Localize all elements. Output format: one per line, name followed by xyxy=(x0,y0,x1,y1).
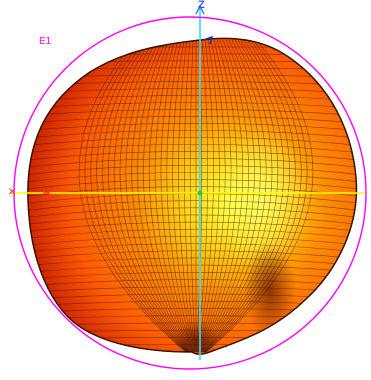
mesh-longitude-line xyxy=(166,39,194,353)
mesh-longitude-line xyxy=(203,39,284,353)
mesh-latitude-line xyxy=(27,279,357,287)
mesh-longitude-line xyxy=(200,39,249,353)
mesh-latitude-line xyxy=(27,264,357,274)
z-axis-arrow-icon xyxy=(195,4,205,15)
mesh-latitude-line xyxy=(27,250,357,260)
mesh-longitude-line xyxy=(84,39,187,353)
mesh-longitude-line xyxy=(143,39,192,353)
mesh-longitude-line xyxy=(204,39,296,353)
mesh-longitude-line xyxy=(137,39,192,353)
mesh-longitude-line xyxy=(113,39,190,353)
x-axis-marker: × xyxy=(8,183,17,199)
mesh-latitude-line xyxy=(27,243,357,253)
mesh-latitude-line xyxy=(27,257,357,267)
mesh-latitude-line xyxy=(27,179,357,191)
axis-lines xyxy=(10,4,365,360)
mesh-longitude-line xyxy=(205,39,314,353)
mesh-latitude-line xyxy=(27,186,357,198)
mesh-latitude-line xyxy=(27,129,357,139)
mesh-longitude-line xyxy=(198,39,232,353)
mesh-longitude-line xyxy=(198,39,226,353)
mesh-longitude-line xyxy=(108,39,189,353)
mesh-longitude-line xyxy=(203,39,290,353)
mesh-latitude-line xyxy=(27,116,357,124)
mesh-latitude-line xyxy=(27,122,357,132)
mesh-latitude-line xyxy=(27,95,357,102)
mesh-longitude-line xyxy=(119,39,190,353)
mesh-longitude-line xyxy=(154,39,193,353)
mesh-longitude-line xyxy=(204,39,302,353)
mesh-latitude-line xyxy=(27,207,357,219)
mesh-latitude-line xyxy=(27,236,357,247)
mesh-latitude-line xyxy=(27,165,357,176)
mesh-longitude-line xyxy=(184,39,196,353)
mesh-latitude-line xyxy=(27,200,357,212)
mesh-longitude-line xyxy=(189,39,196,353)
mesh-latitude-line xyxy=(27,150,357,162)
mesh-latitude-line xyxy=(27,214,357,226)
plane-label: E1 xyxy=(39,36,52,47)
z-axis-label: Z xyxy=(198,0,205,11)
mesh-longitude-line xyxy=(201,39,261,353)
mesh-latitude-line xyxy=(27,143,357,154)
mesh-latitude-line xyxy=(27,172,357,183)
mesh-longitude-line xyxy=(201,39,267,353)
mesh-longitude-line xyxy=(172,39,195,353)
reference-circle xyxy=(13,16,367,370)
mesh-longitude-line xyxy=(96,39,188,353)
mesh-longitude-line xyxy=(205,39,308,353)
mesh-latitude-line xyxy=(27,102,357,109)
mesh-longitude-line xyxy=(197,39,214,353)
x-axis-tick xyxy=(43,188,50,198)
mesh-longitude-line xyxy=(197,39,220,353)
mesh-longitude-line xyxy=(199,39,244,353)
mesh-longitude-line xyxy=(90,39,188,353)
mesh-longitude-line xyxy=(148,39,193,353)
mesh-longitude-line xyxy=(160,39,194,353)
mesh-latitude-line xyxy=(27,136,357,147)
mesh-longitude-line xyxy=(178,39,195,353)
mesh-longitude-line xyxy=(200,39,255,353)
origin-marker xyxy=(197,190,203,196)
mesh-latitude-line xyxy=(27,228,357,240)
mesh-longitude-line xyxy=(125,39,191,353)
mesh-longitude-line xyxy=(131,39,191,353)
mesh-latitude-line xyxy=(27,158,357,169)
mesh-longitude-line xyxy=(199,39,238,353)
lobe-surface xyxy=(27,37,358,355)
phi-arrow-icon xyxy=(202,35,214,45)
mesh-latitude-line xyxy=(27,221,357,233)
mesh-longitude-line xyxy=(196,39,208,353)
mesh-latitude-line xyxy=(27,109,357,117)
mesh-longitude-line xyxy=(78,39,187,353)
mesh-longitude-line xyxy=(202,39,279,353)
mesh-latitude-line xyxy=(27,272,357,280)
mesh-longitude-line xyxy=(102,39,189,353)
mesh-longitude-line xyxy=(202,39,273,353)
